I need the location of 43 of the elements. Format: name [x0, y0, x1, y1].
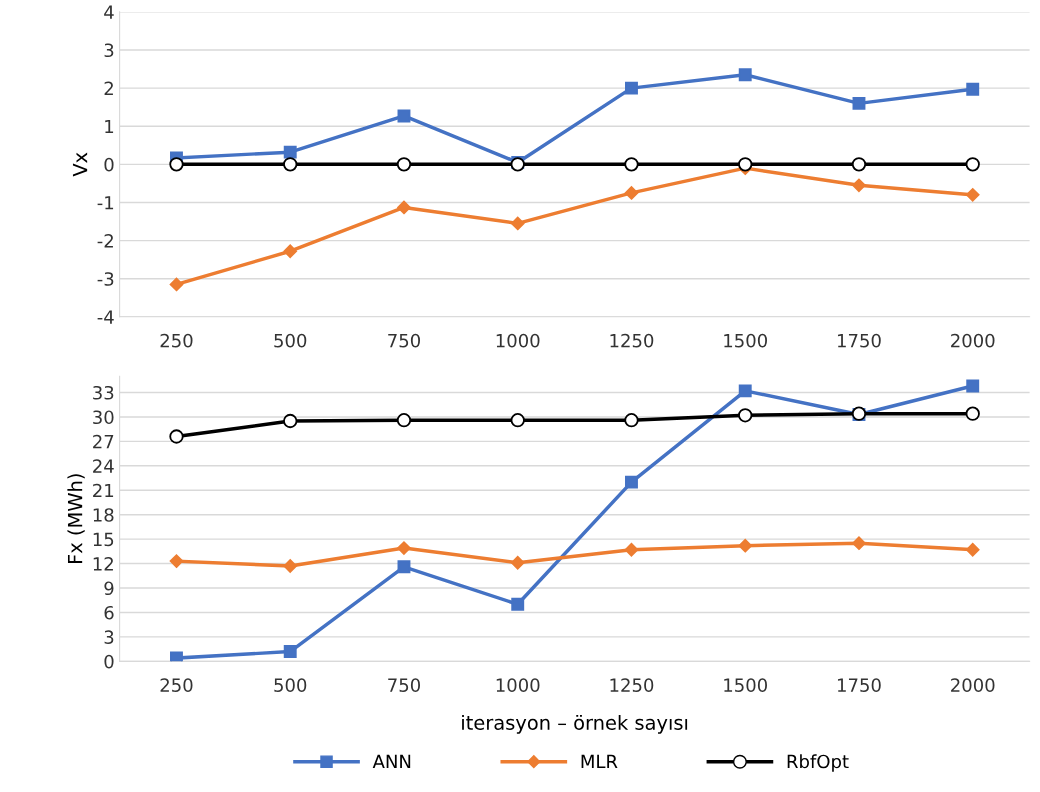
y-tick-label: 3: [104, 43, 114, 58]
x-tick-label: 1500: [724, 333, 767, 348]
y-tick-label: 15: [93, 532, 114, 547]
x-tick-label: 1750: [837, 678, 881, 692]
x-tick-label: 1000: [496, 678, 540, 692]
x-tick-label: 2000: [951, 678, 995, 692]
y-tick-label: 1: [105, 119, 114, 134]
x-tick-label: 1000: [496, 333, 540, 348]
x-tick-label: 1250: [610, 678, 654, 692]
x-tick-label: 2000: [951, 333, 995, 348]
y-tick-label: -4: [97, 310, 114, 324]
x-tick-label: 1250: [610, 333, 654, 348]
y-tick-label: -2: [97, 234, 113, 248]
legend-label: ANN: [372, 754, 411, 769]
y-tick-label: 12: [93, 557, 113, 571]
y-tick-label: 24: [93, 459, 114, 473]
x-tick-label: 500: [274, 333, 307, 348]
x-axis-title: iterasyon – örnek sayısı: [462, 714, 688, 734]
y-tick-label: 0: [104, 157, 114, 172]
legend-label: RbfOpt: [787, 754, 849, 772]
y-tick-label: -1: [97, 196, 114, 210]
x-tick-label: 250: [160, 678, 193, 692]
y-axis-title: Fx (MWh): [67, 474, 85, 564]
y-tick-label: 18: [93, 508, 114, 522]
legend-label: MLR: [581, 754, 618, 769]
y-tick-label: 4: [104, 5, 114, 19]
y-tick-label: 3: [104, 630, 114, 644]
y-tick-label: -3: [97, 272, 114, 286]
x-tick-label: 1750: [837, 333, 881, 348]
x-tick-label: 250: [160, 333, 193, 348]
y-tick-label: 21: [93, 483, 114, 498]
y-tick-label: 6: [104, 605, 114, 620]
y-tick-label: 2: [104, 81, 113, 95]
y-tick-label: 30: [93, 410, 114, 425]
x-tick-label: 750: [388, 678, 421, 692]
y-axis-title: Vx: [72, 152, 88, 177]
y-tick-label: 27: [93, 434, 114, 449]
y-tick-label: 0: [104, 654, 114, 669]
x-tick-label: 500: [274, 678, 307, 692]
y-tick-label: 33: [93, 385, 114, 400]
x-tick-label: 750: [388, 333, 421, 348]
x-tick-label: 1500: [724, 678, 767, 692]
y-tick-label: 9: [104, 581, 114, 596]
